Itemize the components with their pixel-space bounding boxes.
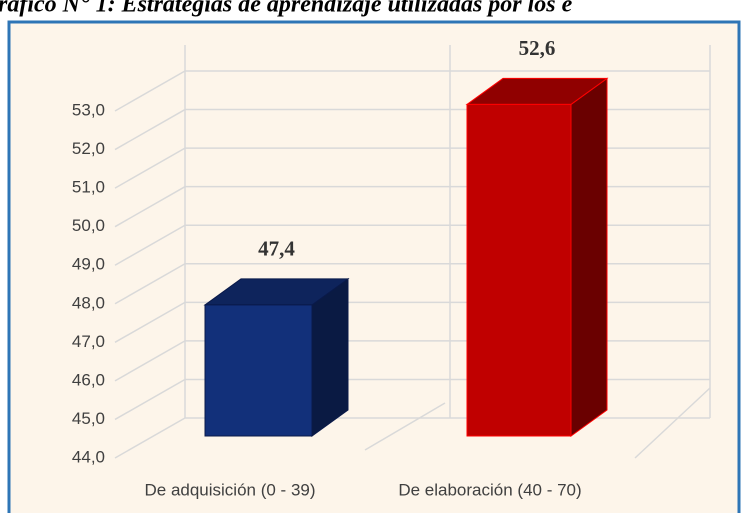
y-tick-label: 48,0 bbox=[72, 293, 105, 312]
y-tick-label: 49,0 bbox=[72, 255, 105, 274]
chart-title: ráfico N° 1: Estrategias de aprendizaje … bbox=[0, 0, 573, 18]
y-tick-label: 47,0 bbox=[72, 332, 105, 351]
data-label: 47,4 bbox=[258, 237, 295, 261]
x-tick-label: De elaboración (40 - 70) bbox=[398, 480, 581, 499]
bar-side bbox=[311, 277, 349, 437]
floor-line bbox=[634, 387, 711, 459]
bar bbox=[204, 304, 313, 437]
y-tick-label: 52,0 bbox=[72, 139, 105, 158]
y-tick-label: 46,0 bbox=[72, 370, 105, 389]
y-tick-label: 45,0 bbox=[72, 409, 105, 428]
bar bbox=[466, 103, 572, 437]
y-tick-label: 50,0 bbox=[72, 216, 105, 235]
y-tick-label: 53,0 bbox=[72, 100, 105, 119]
y-tick-label: 51,0 bbox=[72, 178, 105, 197]
grid-line bbox=[114, 70, 710, 112]
y-tick-label: 44,0 bbox=[72, 447, 105, 466]
bar-side bbox=[570, 77, 608, 437]
data-label: 52,6 bbox=[519, 36, 556, 60]
floor-line bbox=[364, 402, 446, 451]
x-tick-label: De adquisición (0 - 39) bbox=[144, 480, 315, 499]
chart-frame bbox=[7, 20, 741, 513]
